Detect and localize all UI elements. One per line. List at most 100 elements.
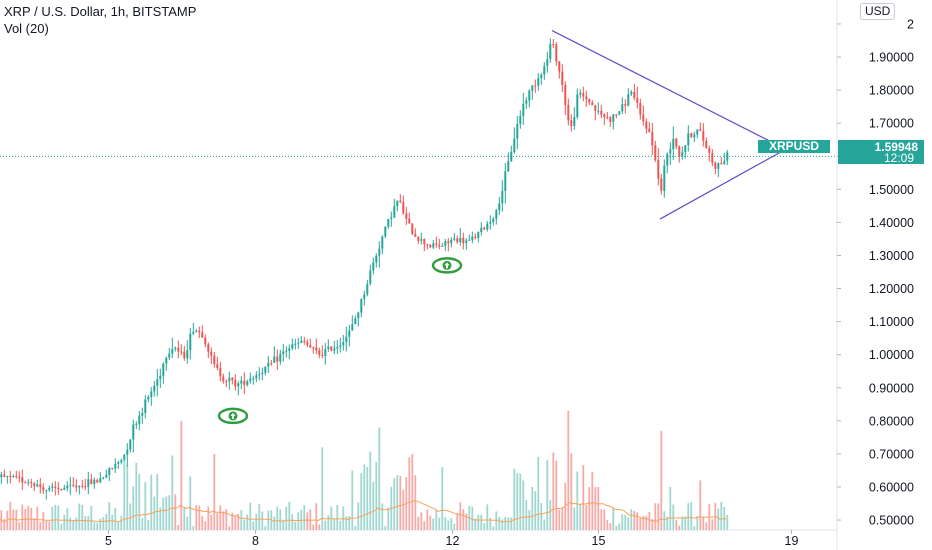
symbol-title[interactable]: XRP / U.S. Dollar, 1h, BITSTAMP [4,4,197,19]
candle-body [696,129,699,135]
volume-bar [87,515,90,530]
candle-body [63,488,66,490]
volume-bar [429,515,432,530]
volume-bar [711,519,714,530]
volume-bar [336,505,339,530]
candle-body [267,362,270,367]
candle-body [543,66,546,75]
candle-body [201,332,204,338]
candle-body [345,336,348,343]
volume-bar [645,515,648,530]
candle-body [378,248,381,256]
volume-bar [36,506,39,530]
volume-bar [345,516,348,530]
volume-bar [444,517,447,530]
candle-body [165,357,168,364]
candle-body [246,381,249,385]
volume-bar [213,453,216,530]
volume-bar [492,526,495,530]
volume-bar [399,476,402,530]
volume-bar [621,514,624,530]
volume-bar [138,473,141,530]
candle-body [66,485,69,489]
volume-bar [222,511,225,530]
volume-bar [606,519,609,530]
volume-bar [81,504,84,530]
candle-body [81,485,84,487]
candle-body [579,93,582,95]
volume-bar [549,499,552,530]
volume-bar [339,520,342,530]
candle-body [45,490,48,492]
candle-body [723,160,726,165]
volume-bar [669,487,672,530]
volume-bar [624,515,627,530]
candle-body [18,476,21,478]
volume-bar [387,507,390,530]
candle-body [687,133,690,146]
volume-bar [435,509,438,530]
volume-bar [84,516,87,530]
volume-bar [450,518,453,530]
volume-bar [126,464,129,530]
volume-bar [297,512,300,530]
triangle-pattern[interactable] [551,30,786,220]
candle-body [672,138,675,150]
price-axis[interactable]: 0.50000 0.60000 0.70000 0.80000 0.90000 1.000… [837,17,914,528]
time-axis[interactable]: 5 8 12 15 19 [105,530,798,548]
volume-bar [333,518,336,530]
candle-body [507,161,510,172]
candle-body [426,244,429,246]
candle-body [195,330,198,332]
candlestick-series [0,38,729,500]
volume-bar [255,513,258,530]
candle-body [309,344,312,348]
candle-body [708,148,711,153]
candle-body [351,324,354,331]
candle-body [693,134,696,138]
volume-bar [225,509,228,530]
volume-bar [315,503,318,530]
volume-bar [123,460,126,530]
volume-bar [675,519,678,530]
volume-indicator-label[interactable]: Vol (20) [4,21,49,36]
volume-bar [195,505,198,530]
candle-body [432,243,435,248]
candle-body [39,484,42,488]
candle-body [261,372,264,374]
currency-button[interactable]: USD [860,3,896,20]
volume-bar [285,506,288,530]
candle-body [492,218,495,222]
volume-bar [90,506,93,530]
volume-bar [705,522,708,530]
candle-body [69,484,72,486]
candle-body [414,234,417,237]
volume-bar [153,496,156,530]
candle-body [141,412,144,416]
volume-bar [288,501,291,530]
candle-body [357,312,360,319]
candle-body [642,114,645,122]
volume-bar [525,499,528,530]
volume-bar [615,525,618,530]
candle-body [327,346,330,349]
time-tick-label: 5 [105,534,112,548]
candle-body [288,348,291,351]
volume-bar [663,511,666,530]
volume-bar [348,515,351,530]
volume-bar [453,523,456,530]
volume-bar [681,516,684,530]
candle-body [597,110,600,112]
volume-bar [45,520,48,530]
price-tick-label: 1.10000 [869,315,914,329]
volume-bar [642,515,645,530]
candle-body [645,121,648,129]
volume-bar [105,514,108,530]
volume-bar [651,518,654,530]
candle-body [561,71,564,85]
volume-bar [600,509,603,530]
candle-body [489,221,492,224]
volume-bar [402,489,405,530]
